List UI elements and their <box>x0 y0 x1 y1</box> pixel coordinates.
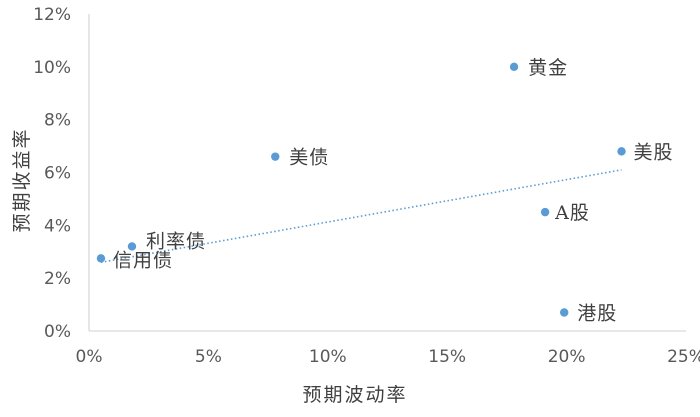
data-point <box>509 62 519 72</box>
point-label: 利率债 <box>146 230 206 252</box>
point-label: 信用债 <box>113 249 173 271</box>
points-layer <box>96 62 626 317</box>
y-tick-label: 8% <box>44 111 71 131</box>
point-label: 港股 <box>577 303 617 325</box>
y-tick-label: 10% <box>33 58 71 78</box>
y-tick-label: 0% <box>44 322 71 342</box>
axes-layer <box>88 14 686 332</box>
point-label: 美股 <box>634 141 674 163</box>
data-point <box>540 207 550 217</box>
data-point <box>560 308 569 317</box>
x-tick-label: 0% <box>76 347 103 367</box>
ticks-layer: 0% 5% 10% 15% 20% 25% 0% 2% 4% 6% 8% 10% 12% <box>33 5 700 367</box>
y-axis-title: 预期收益率 <box>11 127 33 232</box>
y-tick-label: 2% <box>44 269 71 289</box>
data-point <box>96 254 106 263</box>
point-label: 黄金 <box>528 57 568 79</box>
y-tick-label: 6% <box>44 164 71 184</box>
point-label: 美债 <box>289 147 329 169</box>
x-tick-label: 15% <box>428 347 466 367</box>
x-tick-label: 5% <box>195 347 222 367</box>
data-point <box>617 147 626 156</box>
x-tick-label: 20% <box>548 347 586 367</box>
point-label: A股 <box>554 202 590 224</box>
data-point <box>271 152 280 161</box>
y-tick-label: 12% <box>33 5 71 25</box>
data-point <box>127 242 137 251</box>
x-tick-label: 10% <box>309 347 347 367</box>
x-axis-title: 预期波动率 <box>302 384 407 406</box>
y-tick-label: 4% <box>44 216 71 236</box>
x-tick-label: 25% <box>667 347 700 367</box>
trendline-layer <box>100 169 622 264</box>
trendline <box>100 169 622 264</box>
